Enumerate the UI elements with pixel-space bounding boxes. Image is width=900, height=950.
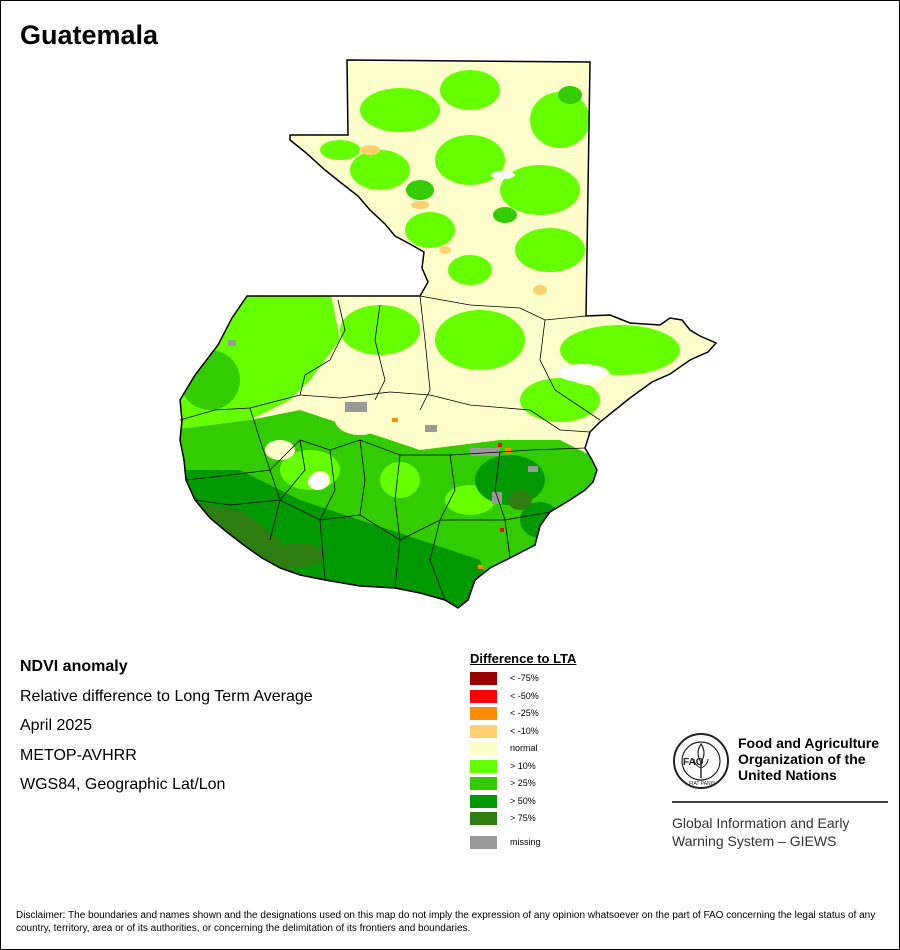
- info-description: Relative difference to Long Term Average: [20, 687, 313, 705]
- map-title: Guatemala: [20, 20, 159, 50]
- legend-swatch: [470, 742, 497, 755]
- dry-patches-north: [360, 145, 547, 295]
- legend-swatch: [470, 689, 497, 703]
- legend-swatch: [470, 794, 497, 808]
- info-product: NDVI anomaly: [20, 658, 128, 675]
- lake-izabal: [558, 364, 606, 382]
- legend-label: > 10%: [510, 760, 536, 771]
- org-name-line: Food and Agriculture: [738, 735, 880, 751]
- org-name-line: Organization of the: [738, 751, 866, 767]
- legend-label: > 50%: [510, 795, 536, 806]
- legend-label: < -50%: [510, 690, 539, 701]
- legend-label: < -10%: [510, 725, 539, 736]
- legend-label: > 75%: [510, 813, 536, 823]
- ndvi-anomaly-map: [179, 59, 718, 609]
- green-patches-north: [320, 70, 590, 285]
- legend-label: missing: [510, 837, 541, 847]
- info-projection: WGS84, Geographic Lat/Lon: [20, 776, 226, 793]
- org-name-line: United Nations: [738, 767, 837, 783]
- logo-divider: [672, 801, 888, 803]
- anomaly-patches-orange: [392, 418, 511, 569]
- legend-swatch: [470, 707, 497, 720]
- info-sensor: METOP-AVHRR: [20, 746, 137, 764]
- legend-label: > 25%: [510, 778, 536, 788]
- lake-peten-itza: [491, 171, 515, 179]
- country-border: [179, 59, 718, 609]
- legend-swatch: [470, 777, 497, 790]
- legend-swatch: [470, 672, 497, 685]
- legend-label: normal: [510, 743, 538, 753]
- legend-swatch: [470, 836, 497, 849]
- legend-swatch: [470, 812, 497, 825]
- fao-org-name: Food and Agriculture Organization of the…: [738, 735, 879, 783]
- lake-atitlan: [308, 474, 328, 490]
- info-period: April 2025: [20, 717, 93, 734]
- ndvi-raster: [180, 60, 716, 608]
- department-borders: [179, 295, 601, 601]
- disclaimer: Disclaimer: The boundaries and names sho…: [16, 910, 876, 934]
- giews-line: Global Information and Early: [672, 815, 850, 831]
- emblem-motto: FIAT PANIS: [689, 781, 716, 787]
- legend-swatch: [470, 759, 497, 773]
- map-info: NDVI anomaly Relative difference to Long…: [20, 656, 313, 804]
- legend-label: < -25%: [510, 708, 539, 718]
- missing-patches: [228, 340, 538, 504]
- emblem-letter: FAO: [683, 757, 704, 768]
- legend-title: Difference to LTA: [470, 651, 577, 666]
- anomaly-patches-red: [498, 443, 504, 532]
- giews-line: Warning System – GIEWS: [672, 833, 837, 849]
- giews-name: Global Information and Early Warning Sys…: [672, 814, 849, 850]
- green-patches-north-dense: [406, 86, 582, 223]
- legend-label: < -75%: [510, 673, 539, 683]
- legend-swatch: [470, 724, 497, 738]
- legend: Difference to LTA < -75% < -50% < -25% <…: [470, 651, 670, 849]
- fao-emblem-icon: FAO FIAT PANIS: [673, 733, 729, 789]
- lakes: [308, 171, 606, 490]
